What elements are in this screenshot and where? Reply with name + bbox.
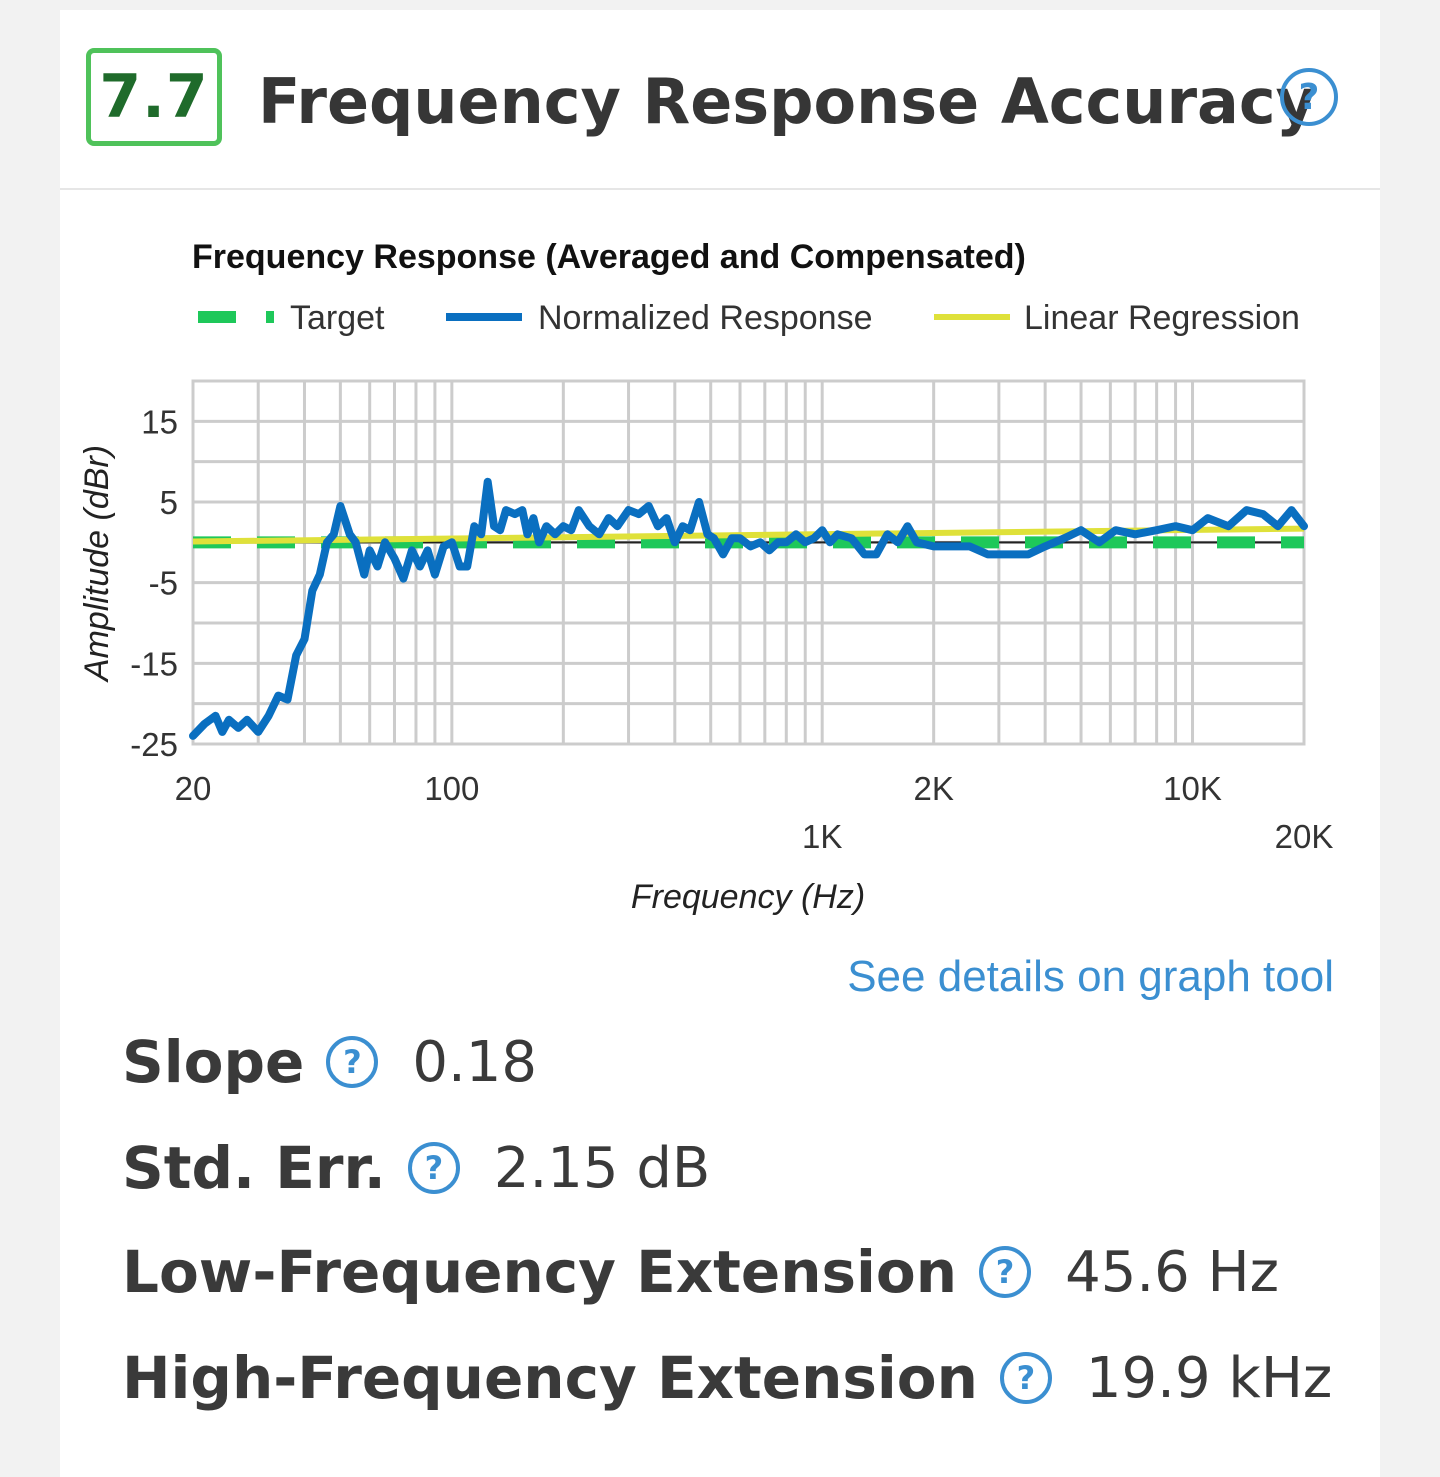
stat-value: 2.15 dB <box>493 1135 711 1201</box>
stat-label: Low-Frequency Extension <box>122 1238 958 1306</box>
stat-std-err: Std. Err. ? 2.15 dB <box>122 1128 710 1208</box>
x-tick-label: 1K <box>802 818 842 855</box>
y-tick-label: 5 <box>160 484 178 521</box>
x-axis-label: Frequency (Hz) <box>631 878 865 916</box>
legend-label-target: Target <box>290 299 385 337</box>
stat-value: 45.6 Hz <box>1065 1239 1280 1305</box>
frequency-response-chart: Frequency Response (Averaged and Compens… <box>78 238 1334 916</box>
y-tick-label: 15 <box>141 403 178 440</box>
stat-low-frequency-extension: Low-Frequency Extension ? 45.6 Hz <box>122 1232 1279 1312</box>
x-tick-label: 10K <box>1163 770 1222 807</box>
help-icon[interactable]: ? <box>407 1142 460 1194</box>
legend-label-normalized-response: Normalized Response <box>538 299 873 337</box>
stat-label: Slope <box>122 1028 305 1096</box>
plot-border <box>191 379 1306 746</box>
stat-value: 0.18 <box>412 1029 538 1095</box>
y-axis-label: Amplitude (dBr) <box>78 445 116 683</box>
x-tick-label: 20K <box>1275 818 1334 855</box>
stat-value: 19.9 kHz <box>1085 1345 1333 1411</box>
section-title: Frequency Response Accuracy <box>258 65 1317 138</box>
card-header: 7.7 Frequency Response Accuracy ? <box>60 10 1380 190</box>
help-icon[interactable]: ? <box>1280 68 1338 126</box>
help-icon[interactable]: ? <box>326 1036 379 1088</box>
help-icon[interactable]: ? <box>979 1246 1032 1298</box>
y-tick-label: -25 <box>130 726 178 763</box>
series-normalized-response <box>189 477 1308 740</box>
stat-slope: Slope ? 0.18 <box>122 1022 537 1102</box>
chart-area: Frequency Response (Averaged and Compens… <box>78 238 1334 916</box>
legend-label-linear-regression: Linear Regression <box>1024 299 1300 337</box>
stat-label: High-Frequency Extension <box>122 1344 978 1412</box>
y-tick-label: -5 <box>149 565 178 602</box>
stat-label: Std. Err. <box>122 1134 386 1202</box>
chart-title: Frequency Response (Averaged and Compens… <box>192 238 1026 276</box>
score-badge: 7.7 <box>86 48 222 146</box>
graph-tool-link[interactable]: See details on graph tool <box>847 952 1334 1001</box>
help-icon[interactable]: ? <box>999 1352 1052 1404</box>
x-tick-label: 2K <box>913 770 953 807</box>
x-tick-label: 20 <box>175 770 212 807</box>
stat-high-frequency-extension: High-Frequency Extension ? 19.9 kHz <box>122 1338 1332 1418</box>
y-tick-label: -15 <box>130 645 178 682</box>
x-tick-label: 100 <box>424 770 479 807</box>
